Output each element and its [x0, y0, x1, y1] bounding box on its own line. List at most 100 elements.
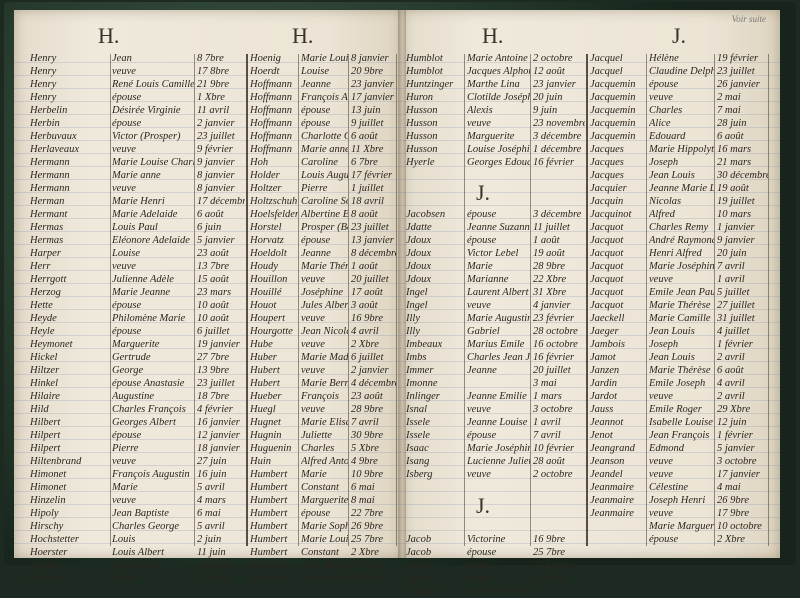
firstname-cell: Marguerite	[301, 495, 348, 506]
date-cell: 6 juillet	[197, 326, 230, 337]
date-cell: 23 mars	[197, 287, 232, 298]
date-cell	[533, 507, 585, 520]
date-cell: 28 juin	[717, 118, 747, 129]
firstname-cell: Marie anne	[301, 144, 348, 155]
firstname-cell: Marie Louise	[301, 534, 348, 545]
surname-cell: Jacob	[406, 560, 432, 571]
surname-cell	[406, 481, 464, 494]
firstname-cell: Louise Antoine	[467, 586, 530, 597]
firstname-cell: Jean Baptiste	[112, 508, 169, 519]
firstname-cell: Marie Joséphine	[467, 443, 530, 454]
firstname-cell: Marie Jeanne	[112, 287, 171, 298]
surname-cell: Husson	[406, 118, 438, 129]
firstname-cell: Joseph	[649, 157, 679, 168]
date-cell: 6 mai	[351, 482, 375, 493]
date-cell: 5 janvier	[197, 235, 235, 246]
surname-cell: Jeanmaire	[590, 495, 634, 506]
date-cell: 3 octobre	[717, 456, 757, 467]
surname-cell: Hoh	[250, 157, 269, 168]
firstname-cell: Julienne Adèle	[112, 274, 174, 285]
surnames-column: Jacquel Jacquel Jacquemin Jacquemin Jacquemi…	[590, 52, 646, 520]
surname-cell: Jacob	[406, 534, 432, 545]
firstname-cell: Edmond	[649, 443, 684, 454]
date-cell: 5 avril	[197, 482, 225, 493]
date-cell: 20 juin	[533, 92, 563, 103]
surname-cell: Henry	[30, 79, 57, 90]
surname-cell: Isberg	[406, 469, 433, 480]
surname-cell: Hoffmann	[250, 79, 292, 90]
firstname-cell: Jean François	[649, 430, 710, 441]
surname-cell: Jamot	[590, 352, 616, 363]
surname-cell: Henry	[30, 53, 57, 64]
date-cell: 13 9bre	[197, 365, 229, 376]
surname-cell: Hermas	[30, 235, 64, 246]
firstname-cell: Marius Emile	[467, 339, 525, 350]
firstname-cell: épouse	[112, 300, 142, 311]
firstname-cell: Charles Remy	[649, 222, 709, 233]
surname-cell: Houillé	[250, 287, 282, 298]
surname-cell: Humbert	[250, 534, 288, 545]
firstname-cell: Jeanne	[467, 365, 497, 376]
surname-cell: Hyerle	[406, 157, 435, 168]
firstname-cell: veuve	[301, 339, 325, 350]
firstname-cell: veuve	[467, 118, 491, 129]
firstname-cell: Marthe Lina	[467, 79, 520, 90]
firstname-cell: veuve	[467, 404, 491, 415]
surname-cell: Jacquot	[590, 300, 624, 311]
date-cell: 18 janvier	[197, 443, 240, 454]
firstname-cell: Louis Albert	[112, 547, 165, 558]
firstname-cell: Jean Michel	[301, 560, 348, 571]
date-cell: 6 7bre	[351, 157, 378, 168]
dates-column: 8 janvier 20 9bre 23 janvier 17 janvier 13 j…	[351, 52, 396, 585]
date-cell: 4 février	[197, 404, 233, 415]
date-cell: 17 décembre	[197, 196, 245, 207]
firstname-cell: Marie Henri	[112, 196, 165, 207]
firstname-cell: épouse	[301, 118, 331, 129]
surname-cell: Hubert	[250, 378, 280, 389]
surname-cell: Horvatz	[250, 235, 284, 246]
firstname-cell: Louise	[301, 66, 330, 77]
firstname-cell: Caroline Sophie	[301, 196, 348, 207]
surname-cell: Jdoux	[406, 235, 432, 246]
firstname-cell: épouse	[301, 105, 331, 116]
surname-cell: Jeannot	[590, 417, 624, 428]
surname-cell: Hoenig	[30, 573, 61, 584]
column-divider	[646, 54, 647, 546]
firstname-cell: veuve	[112, 144, 136, 155]
firstname-cell: George	[112, 365, 144, 376]
firstname-cell: Charles George	[112, 521, 179, 532]
firstname-cell: Victorine	[467, 534, 506, 545]
surname-cell: Jdoux	[406, 248, 432, 259]
surname-cell: Hoffmann	[250, 131, 292, 142]
date-cell: 3 décembre	[533, 131, 582, 142]
surname-cell: Humblot	[406, 53, 443, 64]
surname-cell: Hild	[30, 404, 49, 415]
surname-cell: Jeanson	[590, 456, 625, 467]
date-cell: 22 7bre	[351, 508, 383, 519]
date-cell: 9 février	[197, 144, 233, 155]
firstname-cell: Jean Louis	[649, 326, 695, 337]
surname-cell: Hiltzer	[30, 365, 60, 376]
surname-cell: Humbert	[250, 521, 288, 532]
firstname-cell: Charles	[301, 443, 335, 454]
firstname-cell: Jeanne Emilie	[467, 391, 527, 402]
firstname-cell: Marie Joséphine	[649, 261, 714, 272]
firstname-cell: Laurent Albert	[467, 287, 529, 298]
surname-cell: Hourgotte	[250, 326, 293, 337]
surname-cell: Jdatte	[406, 222, 432, 233]
firstname-cell: Gertrude	[112, 352, 151, 363]
date-cell: 16 9bre	[533, 534, 565, 545]
surname-cell: Herrgott	[30, 274, 67, 285]
surname-cell: Horstel	[250, 222, 282, 233]
firstname-cell: Marie	[112, 482, 138, 493]
date-cell: 18 7bre	[197, 391, 229, 402]
surname-cell: Jardin	[590, 378, 618, 389]
date-cell: 30 9bre	[351, 430, 383, 441]
column-divider	[768, 54, 769, 546]
date-cell: 6 août	[717, 365, 744, 376]
firstname-cell: veuve	[301, 313, 325, 324]
surname-cell: Jacquot	[590, 287, 624, 298]
date-cell: 5 avril	[197, 521, 225, 532]
date-cell: 2 Xbre	[717, 534, 745, 545]
surname-cell: Heyde	[30, 313, 57, 324]
